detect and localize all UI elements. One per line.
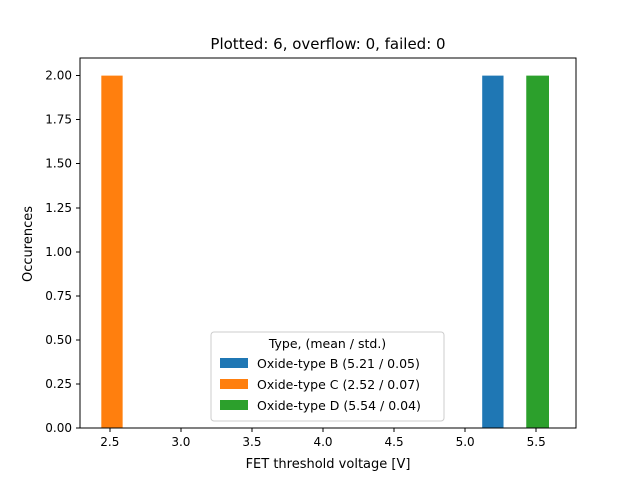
legend: Type, (mean / std.) Oxide-type B (5.21 / …: [210, 331, 445, 422]
plot-frame: [79, 57, 577, 429]
x-tick-label: 5.0: [456, 435, 475, 449]
y-tick-label: 0.50: [45, 333, 72, 347]
y-tick-label: 1.75: [45, 113, 72, 127]
legend-swatch-2: [220, 379, 248, 389]
legend-swatch-1: [220, 358, 248, 368]
y-tick-label: 1.00: [45, 245, 72, 259]
legend-label-3: Oxide-type D (5.54 / 0.04): [257, 398, 421, 413]
x-tick-label: 3.0: [171, 435, 190, 449]
legend-frame: [210, 331, 445, 422]
bar-series-2-bin-1: [101, 75, 123, 428]
y-tick-label: 1.25: [45, 201, 72, 215]
y-axis-title: Occurences: [21, 206, 36, 282]
x-tick-label: 3.5: [242, 435, 261, 449]
bars-layer: [101, 75, 549, 428]
y-tick-label: 0.25: [45, 377, 72, 391]
chart-title: Plotted: 6, overflow: 0, failed: 0: [210, 35, 445, 53]
x-axis-title: FET threshold voltage [V]: [246, 457, 411, 472]
legend-label-1: Oxide-type B (5.21 / 0.05): [257, 356, 420, 371]
bar-series-3-bin-1: [526, 75, 549, 428]
y-tick-label: 0.75: [45, 289, 72, 303]
x-tick-label: 4.5: [385, 435, 404, 449]
legend-title: Type, (mean / std.): [268, 336, 386, 351]
legend-swatch-3: [220, 400, 248, 410]
x-tick-label: 2.5: [100, 435, 119, 449]
y-tick-label: 1.50: [45, 157, 72, 171]
x-tick-label: 5.5: [527, 435, 546, 449]
x-tick-label: 4.0: [313, 435, 332, 449]
axes-layer: 2.5 3.0 3.5 4.0 4.5 5.0 5.5 0.00 0.25 0.50 0.75 1.0…: [45, 57, 577, 449]
legend-label-2: Oxide-type C (2.52 / 0.07): [257, 377, 420, 392]
y-tick-label: 0.00: [45, 421, 72, 435]
y-tick-label: 2.00: [45, 69, 72, 83]
bar-series-1-bin-1: [482, 75, 504, 428]
